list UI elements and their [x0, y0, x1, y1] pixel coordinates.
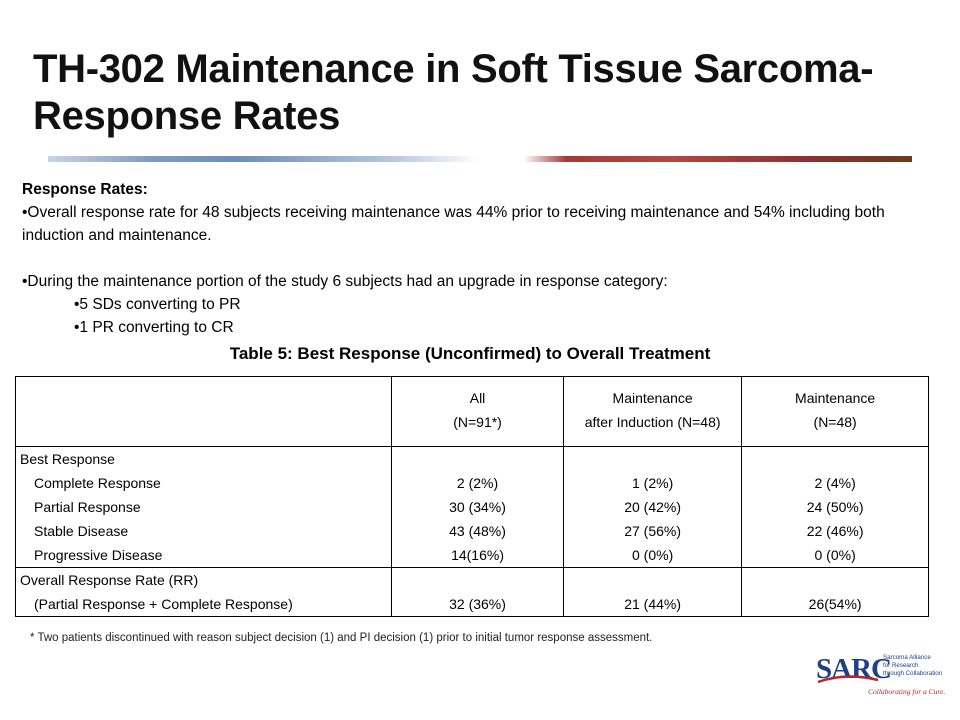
best-response-maint-after-induction-values: 1 (2%) 20 (42%) 27 (56%) 0 (0%): [562, 446, 743, 568]
header-cell-maintenance-after-induction: Maintenance after Induction (N=48): [562, 376, 743, 447]
logo-line-1: Sarcoma Alliance: [883, 654, 931, 661]
label-partial-response: Partial Response: [34, 499, 141, 515]
bullet-overall-rate: •Overall response rate for 48 subjects r…: [22, 204, 885, 244]
sarc-logo: SARC Sarcoma Alliance for Research throu…: [816, 653, 945, 696]
sub-bullet-sd-to-pr: •5 SDs converting to PR: [74, 296, 241, 313]
overall-rr-label: Overall Response Rate (RR): [20, 572, 199, 588]
best-response-all-values: 2 (2%) 30 (34%) 43 (48%) 14(16%): [391, 446, 564, 568]
best-response-header: Best Response: [20, 451, 115, 467]
best-response-maint-values: 2 (4%) 24 (50%) 22 (46%) 0 (0%): [741, 446, 929, 568]
header-cell-all: All (N=91*): [391, 376, 564, 447]
logo-tagline: Collaborating for a Cure.: [868, 687, 945, 696]
overall-rr-maint: 26(54%): [741, 567, 929, 617]
overall-rr-all: 32 (36%): [391, 567, 564, 617]
overall-rr-labels: Overall Response Rate (RR) (Partial Resp…: [14, 567, 393, 617]
logo-line-2: for Research: [883, 662, 919, 669]
title-divider-bar: [48, 156, 912, 162]
header-cell-maintenance: Maintenance (N=48): [741, 376, 929, 447]
header-cell-empty: [14, 376, 393, 447]
label-complete-response: Complete Response: [34, 475, 161, 491]
label-progressive-disease: Progressive Disease: [34, 547, 163, 563]
logo-swoosh: [817, 675, 879, 684]
slide-title-line-1: TH-302 Maintenance in Soft Tissue Sarcom…: [33, 47, 874, 91]
overall-rr-maint-after-induction: 21 (44%): [562, 567, 743, 617]
table-row-overall-response-rate: Overall Response Rate (RR) (Partial Resp…: [14, 567, 929, 617]
response-rates-heading: Response Rates:: [22, 181, 148, 198]
table-row-best-response: Best Response Complete Response Partial …: [14, 446, 929, 568]
table-title: Table 5: Best Response (Unconfirmed) to …: [229, 344, 711, 363]
table-footnote: * Two patients discontinued with reason …: [30, 632, 653, 644]
best-response-labels: Best Response Complete Response Partial …: [14, 446, 393, 568]
logo-line-3: through Collaboration: [883, 670, 943, 677]
bullet-upgrades: •During the maintenance portion of the s…: [22, 273, 668, 290]
slide-title: TH-302 Maintenance in Soft Tissue Sarcom…: [33, 46, 933, 140]
response-rates-text: Response Rates: •Overall response rate f…: [22, 178, 932, 339]
slide-title-line-2: Response Rates: [33, 94, 341, 138]
sub-bullet-pr-to-cr: •1 PR converting to CR: [74, 319, 234, 336]
best-response-table: All (N=91*) Maintenance after Induction …: [14, 376, 929, 617]
overall-rr-sublabel: (Partial Response + Complete Response): [34, 596, 293, 612]
table-header-row: All (N=91*) Maintenance after Induction …: [14, 376, 929, 447]
label-stable-disease: Stable Disease: [34, 523, 129, 539]
